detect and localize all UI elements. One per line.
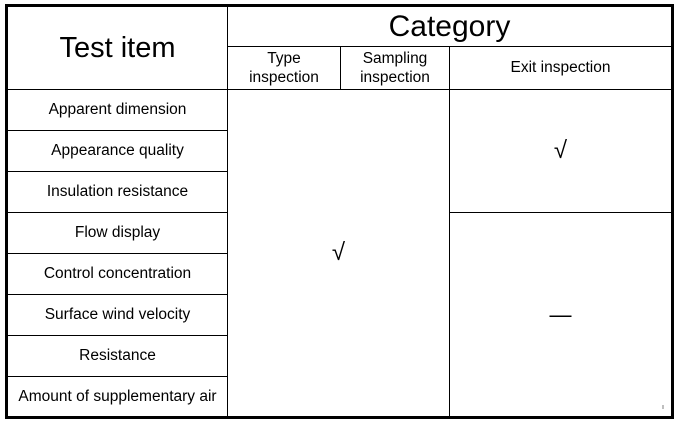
table-row: Surface wind velocity: [6, 294, 673, 336]
row-label-amount-of-supplementary-air: Amount of supplementary air: [6, 376, 228, 418]
row-label-insulation-resistance: Insulation resistance: [6, 171, 228, 213]
category-header: Category: [227, 5, 673, 47]
test-item-header: Test item: [6, 5, 228, 90]
exit-inspection-dash-cell-rows-4-8: —: [449, 212, 673, 418]
table-row: Resistance: [6, 335, 673, 377]
inspection-table: Test item Category Type inspection Sampl…: [5, 4, 674, 419]
artifact-speck: [662, 405, 664, 409]
table-row: Flow display —: [6, 212, 673, 418]
table-row: Insulation resistance: [6, 171, 673, 213]
row-label-control-concentration: Control concentration: [6, 253, 228, 295]
row-label-resistance: Resistance: [6, 335, 228, 377]
row-label-appearance-quality: Appearance quality: [6, 130, 228, 172]
column-header-exit-inspection-label: Exit inspection: [510, 59, 611, 77]
header-row-category: Test item Category: [6, 5, 673, 90]
row-label-flow-display: Flow display: [6, 212, 228, 254]
column-header-type-inspection: Type inspection: [227, 46, 341, 90]
table-row: Appearance quality: [6, 130, 673, 172]
header-row-subcolumns: Type inspection Sampling inspection Exit…: [7, 46, 673, 90]
column-header-sampling-inspection: Sampling inspection: [340, 46, 450, 90]
type-sampling-merged-mark-cell: √: [227, 89, 450, 418]
table-row: Amount of supplementary air: [6, 376, 673, 418]
row-label-apparent-dimension: Apparent dimension: [6, 89, 228, 131]
row-label-surface-wind-velocity: Surface wind velocity: [6, 294, 228, 336]
column-header-sampling-inspection-label: Sampling inspection: [360, 49, 430, 86]
table-row: Apparent dimension √ √: [6, 89, 673, 418]
column-header-type-inspection-label: Type inspection: [249, 49, 319, 86]
column-header-exit-inspection: Exit inspection: [449, 46, 673, 90]
exit-inspection-mark-cell-rows-1-3: √: [449, 89, 673, 213]
